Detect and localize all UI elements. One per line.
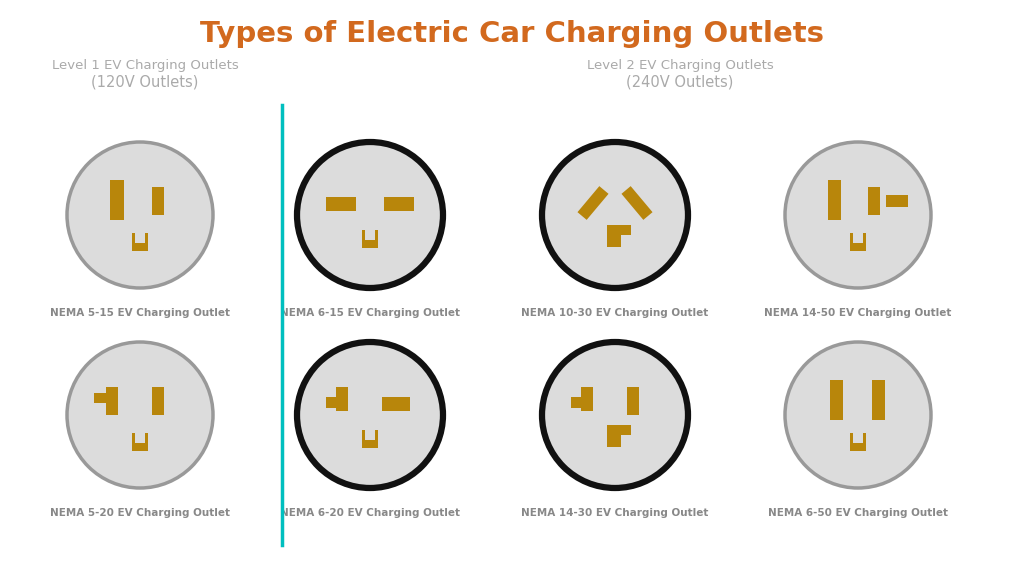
Bar (106, 387, 118, 415)
Bar (336, 387, 348, 411)
Text: NEMA 6-15 EV Charging Outlet: NEMA 6-15 EV Charging Outlet (280, 308, 460, 318)
Bar (110, 180, 124, 220)
Bar (850, 233, 866, 251)
Text: NEMA 5-20 EV Charging Outlet: NEMA 5-20 EV Charging Outlet (50, 508, 230, 518)
Text: NEMA 10-30 EV Charging Outlet: NEMA 10-30 EV Charging Outlet (521, 308, 709, 318)
Circle shape (67, 342, 213, 488)
Circle shape (67, 142, 213, 288)
Bar (627, 387, 639, 415)
Text: NEMA 6-50 EV Charging Outlet: NEMA 6-50 EV Charging Outlet (768, 508, 948, 518)
Circle shape (785, 142, 931, 288)
Bar (135, 233, 145, 243)
Bar (362, 230, 378, 248)
Bar (581, 387, 593, 411)
Bar (382, 397, 410, 411)
Text: NEMA 14-30 EV Charging Outlet: NEMA 14-30 EV Charging Outlet (521, 508, 709, 518)
Circle shape (785, 342, 931, 488)
Bar (132, 233, 148, 251)
Circle shape (542, 142, 688, 288)
Bar (365, 230, 375, 240)
Bar (326, 397, 344, 408)
Bar (607, 225, 621, 247)
Bar (94, 393, 114, 403)
Bar (362, 430, 378, 448)
Text: (240V Outlets): (240V Outlets) (627, 74, 733, 89)
Circle shape (542, 342, 688, 488)
Bar (384, 197, 414, 211)
Text: Level 2 EV Charging Outlets: Level 2 EV Charging Outlets (587, 59, 773, 71)
Bar (607, 225, 631, 235)
Bar (853, 433, 863, 443)
Bar (152, 387, 164, 415)
Text: NEMA 6-20 EV Charging Outlet: NEMA 6-20 EV Charging Outlet (280, 508, 460, 518)
Text: NEMA 5-15 EV Charging Outlet: NEMA 5-15 EV Charging Outlet (50, 308, 230, 318)
Bar (622, 186, 652, 220)
Bar (132, 433, 148, 451)
Bar (850, 433, 866, 451)
Bar (886, 195, 908, 207)
Bar (607, 425, 631, 435)
Bar (828, 180, 841, 220)
Bar (365, 430, 375, 440)
Bar (853, 233, 863, 243)
Text: (120V Outlets): (120V Outlets) (91, 74, 199, 89)
Text: NEMA 14-50 EV Charging Outlet: NEMA 14-50 EV Charging Outlet (764, 308, 951, 318)
Bar (578, 186, 608, 220)
Bar (830, 380, 843, 420)
Bar (135, 433, 145, 443)
Text: Types of Electric Car Charging Outlets: Types of Electric Car Charging Outlets (200, 20, 824, 48)
Bar (872, 380, 885, 420)
Text: Level 1 EV Charging Outlets: Level 1 EV Charging Outlets (51, 59, 239, 71)
Bar (868, 187, 880, 215)
Bar (607, 425, 621, 447)
Circle shape (297, 342, 443, 488)
Circle shape (297, 142, 443, 288)
Bar (571, 397, 589, 408)
Bar (152, 187, 164, 215)
Bar (326, 197, 356, 211)
